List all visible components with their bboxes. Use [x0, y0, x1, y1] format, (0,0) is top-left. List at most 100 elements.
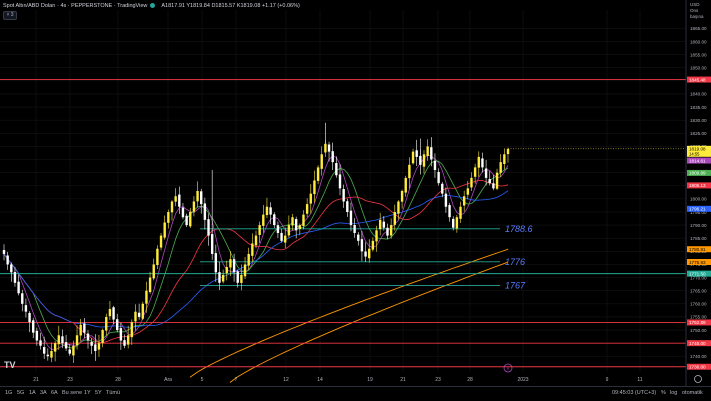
- candle-body: [338, 174, 342, 189]
- candle-body: [170, 201, 174, 213]
- candle-body: [86, 333, 90, 341]
- currency-label[interactable]: USD Ons başına: [690, 2, 711, 20]
- range-1y[interactable]: 1Y: [84, 390, 91, 396]
- candle-body: [148, 277, 152, 293]
- candle-body: [68, 349, 71, 354]
- goto-realtime-icon[interactable]: »: [503, 363, 513, 373]
- currency-code: USD: [690, 2, 700, 7]
- candle-body: [408, 164, 411, 179]
- candle-body: [232, 259, 236, 273]
- candle-body: [254, 235, 258, 246]
- candle-body: [119, 328, 123, 341]
- candle-body: [400, 191, 404, 202]
- candle-body: [302, 214, 305, 226]
- candle-body: [35, 330, 39, 341]
- candle-body: [375, 230, 378, 242]
- candle-body: [196, 191, 199, 202]
- level-badge-text: 1845.48: [689, 77, 706, 82]
- price-badge: [687, 182, 711, 189]
- candle-body: [200, 191, 203, 205]
- price-chart[interactable]: 1788.6 1776 1767 1740.00 1745.00 1750.00 1755…: [0, 0, 711, 386]
- candle-body: [79, 324, 82, 336]
- candle-body: [39, 340, 42, 346]
- candle-body: [357, 234, 360, 241]
- range-6a[interactable]: 6A: [51, 390, 58, 396]
- tradingview-logo-icon[interactable]: TV: [4, 360, 16, 370]
- range-1a[interactable]: 1A: [29, 390, 36, 396]
- candle-body: [452, 218, 455, 228]
- candle-body: [473, 167, 477, 177]
- candle-body: [57, 335, 60, 345]
- chart-settings-icon[interactable]: [694, 375, 702, 383]
- candle-body: [360, 239, 364, 252]
- range-5g[interactable]: 5G: [17, 390, 25, 396]
- candle-body: [495, 172, 499, 189]
- candle-body: [53, 343, 57, 352]
- range-ytd[interactable]: Bu sene: [62, 390, 83, 396]
- candle-body: [159, 235, 163, 248]
- price-badge: [687, 157, 711, 164]
- time-tick-label: Ara: [164, 377, 172, 383]
- level-badge-text: 1736.00: [689, 365, 706, 370]
- candle-body: [61, 336, 64, 344]
- candle-body: [225, 267, 228, 274]
- price-tick-label: 1755.00: [690, 315, 707, 320]
- candle-body: [97, 343, 101, 350]
- candle-body: [192, 201, 196, 212]
- time-tick-label: 23: [435, 377, 441, 383]
- price-tick-label: 1800.00: [690, 197, 707, 202]
- price-tick-label: 1855.00: [690, 52, 707, 57]
- price-tick-label: 1850.00: [690, 66, 707, 71]
- candle-body: [32, 320, 35, 333]
- candle-body: [2, 250, 6, 254]
- level-annotation: 1788.6: [505, 224, 533, 234]
- candle-body: [221, 274, 225, 282]
- indicators-collapse-button[interactable]: ˅ 3: [3, 11, 17, 20]
- candle-body: [46, 354, 50, 357]
- price-tick-label: 1795.00: [690, 210, 707, 215]
- candle-body: [459, 206, 462, 219]
- candle-body: [422, 154, 426, 167]
- range-5y[interactable]: 5Y: [95, 390, 102, 396]
- auto-toggle[interactable]: otomatik: [682, 390, 703, 396]
- range-1g[interactable]: 1G: [5, 390, 13, 396]
- candle-body: [294, 219, 298, 231]
- candle-body: [273, 214, 276, 226]
- percent-toggle[interactable]: %: [661, 390, 666, 396]
- candle-body: [462, 196, 466, 206]
- price-badge-text: 1796.21: [689, 207, 706, 212]
- candle-body: [335, 163, 338, 176]
- candle-body: [291, 217, 294, 226]
- candle-body: [393, 211, 396, 225]
- candle-body: [284, 235, 287, 243]
- candle-body: [10, 264, 13, 273]
- time-tick-label: 5: [201, 377, 204, 383]
- time-tick-label: 9: [606, 377, 609, 383]
- candlesticks: [2, 122, 510, 363]
- candle-body: [64, 342, 68, 349]
- time-tick-label: 28: [467, 377, 473, 383]
- time-axis[interactable]: 21 23 28 Ara 5 7 12 14 19 21 23 28 2023 9 11: [33, 377, 643, 383]
- candle-body: [181, 207, 185, 218]
- log-toggle[interactable]: log: [670, 390, 678, 396]
- range-3a[interactable]: 3A: [40, 390, 47, 396]
- range-all[interactable]: Tümü: [106, 390, 121, 396]
- time-tick-label: 14: [317, 377, 323, 383]
- price-tick-label: 1790.00: [690, 223, 707, 228]
- candle-body: [309, 193, 312, 204]
- candle-body: [441, 183, 444, 194]
- level-annotation: 1776: [505, 257, 525, 267]
- time-tick-label: 2023: [517, 377, 528, 383]
- price-badge-text: 1814.61: [689, 158, 706, 163]
- candle-body: [13, 271, 17, 283]
- clock[interactable]: 09:45:03 (UTC+3): [612, 390, 657, 396]
- candle-body: [298, 225, 302, 229]
- time-tick-label: 23: [67, 377, 73, 383]
- candle-body: [24, 305, 28, 312]
- price-tick-label: 1765.00: [690, 288, 707, 293]
- candle-body: [137, 312, 141, 317]
- price-tick-label: 1830.00: [690, 118, 707, 123]
- price-badge-countdown: 14:55: [689, 152, 700, 157]
- candle-body: [430, 147, 433, 160]
- symbol-title[interactable]: Spot Altın/ABD Doları · 4s · PEPPERSTONE…: [3, 3, 148, 9]
